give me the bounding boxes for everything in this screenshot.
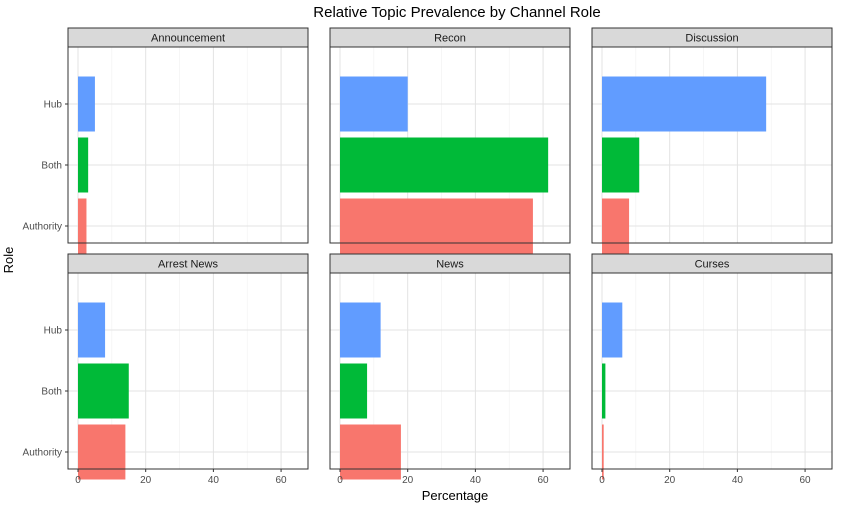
x-tick-label: 0 <box>599 475 605 486</box>
y-tick-label: Hub <box>44 326 63 337</box>
facet-panels: Announcement Hub Both Authority Recon Discuss… <box>23 27 833 486</box>
panel-curses: Curses 0 20 40 60 <box>591 253 833 486</box>
x-tick-label: 20 <box>402 475 414 486</box>
bar-discussion-authority <box>602 198 630 254</box>
panel-discussion: Discussion <box>591 27 833 254</box>
bar-news-authority <box>340 424 401 480</box>
x-tick-label: 0 <box>75 475 81 486</box>
bar-news-both <box>340 363 368 419</box>
panel-strip-label: News <box>436 259 464 271</box>
panel-strip-label: Announcement <box>151 33 225 45</box>
x-tick-label: 0 <box>337 475 343 486</box>
x-tick-label: 20 <box>664 475 676 486</box>
panel-news: News 0 20 40 60 <box>329 253 571 486</box>
panel-strip-label: Curses <box>695 259 730 271</box>
bar-arrest-news-hub <box>78 302 106 358</box>
panel-recon: Recon <box>329 27 571 254</box>
panel-border <box>591 46 833 244</box>
bar-discussion-both <box>602 137 640 193</box>
x-tick-label: 20 <box>140 475 152 486</box>
bar-news-hub <box>340 302 381 358</box>
panel-announcement: Announcement Hub Both Authority <box>23 27 309 254</box>
y-tick-label: Both <box>41 161 62 172</box>
bar-announcement-both <box>78 137 89 193</box>
plot-background <box>68 47 308 243</box>
plot-background <box>592 273 832 469</box>
bar-arrest-news-authority <box>78 424 126 480</box>
panel-border <box>67 46 309 244</box>
bar-recon-hub <box>340 76 408 132</box>
panel-border <box>329 272 571 470</box>
panel-strip-label: Recon <box>434 33 466 45</box>
bar-arrest-news-both <box>78 363 129 419</box>
bar-discussion-hub <box>602 76 767 132</box>
y-tick-label: Hub <box>44 100 63 111</box>
y-axis-title: Role <box>1 247 16 274</box>
x-tick-label: 60 <box>276 475 288 486</box>
panel-strip-label: Discussion <box>685 33 738 45</box>
panel-border <box>591 272 833 470</box>
x-axis-title: Percentage <box>422 488 489 503</box>
bar-announcement-hub <box>78 76 95 132</box>
x-tick-label: 40 <box>732 475 744 486</box>
bar-recon-both <box>340 137 549 193</box>
panel-border <box>67 272 309 470</box>
y-tick-label: Authority <box>23 222 62 233</box>
y-tick-label: Authority <box>23 448 62 459</box>
x-tick-label: 40 <box>470 475 482 486</box>
x-tick-label: 60 <box>800 475 812 486</box>
panel-border <box>329 46 571 244</box>
y-tick-label: Both <box>41 387 62 398</box>
bar-announcement-authority <box>78 198 87 254</box>
bar-curses-authority <box>602 424 604 480</box>
bar-curses-hub <box>602 302 623 358</box>
x-tick-label: 60 <box>538 475 550 486</box>
panel-strip-label: Arrest News <box>158 259 218 271</box>
bar-recon-authority <box>340 198 533 254</box>
x-tick-label: 40 <box>208 475 220 486</box>
panel-arrest-news: Arrest News Hub Both Authority 0 20 40 60 <box>23 253 309 486</box>
bar-curses-both <box>602 363 606 419</box>
chart-title: Relative Topic Prevalence by Channel Rol… <box>313 4 600 21</box>
